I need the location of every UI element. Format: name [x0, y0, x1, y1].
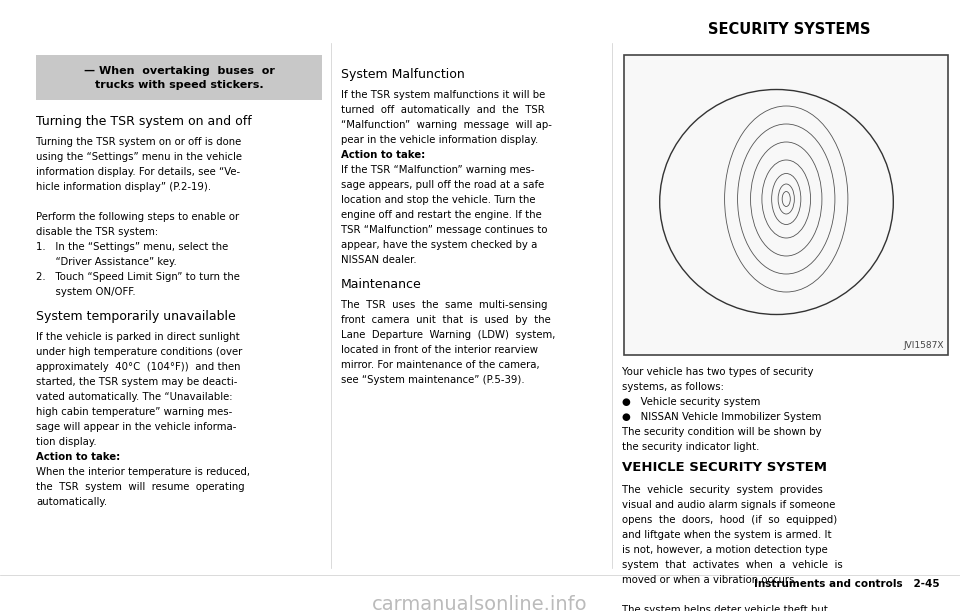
- Text: Turning the TSR system on or off is done: Turning the TSR system on or off is done: [36, 137, 242, 147]
- Text: SECURITY SYSTEMS: SECURITY SYSTEMS: [708, 22, 871, 37]
- Text: mirror. For maintenance of the camera,: mirror. For maintenance of the camera,: [341, 360, 540, 370]
- Text: hicle information display” (P.2-19).: hicle information display” (P.2-19).: [36, 182, 211, 192]
- Text: If the TSR system malfunctions it will be: If the TSR system malfunctions it will b…: [341, 90, 545, 100]
- Text: Action to take:: Action to take:: [341, 150, 425, 160]
- Text: the  TSR  system  will  resume  operating: the TSR system will resume operating: [36, 481, 245, 492]
- Text: “Driver Assistance” key.: “Driver Assistance” key.: [36, 257, 178, 267]
- Text: carmanualsonline.info: carmanualsonline.info: [372, 595, 588, 611]
- Text: engine off and restart the engine. If the: engine off and restart the engine. If th…: [341, 210, 541, 220]
- Text: and liftgate when the system is armed. It: and liftgate when the system is armed. I…: [622, 530, 831, 540]
- Text: System temporarily unavailable: System temporarily unavailable: [36, 310, 236, 323]
- Text: Perform the following steps to enable or: Perform the following steps to enable or: [36, 212, 240, 222]
- Text: opens  the  doors,  hood  (if  so  equipped): opens the doors, hood (if so equipped): [622, 515, 837, 525]
- Text: automatically.: automatically.: [36, 497, 108, 507]
- Text: When the interior temperature is reduced,: When the interior temperature is reduced…: [36, 467, 251, 477]
- Text: started, the TSR system may be deacti-: started, the TSR system may be deacti-: [36, 377, 238, 387]
- Text: 2.   Touch “Speed Limit Sign” to turn the: 2. Touch “Speed Limit Sign” to turn the: [36, 272, 240, 282]
- Text: If the TSR “Malfunction” warning mes-: If the TSR “Malfunction” warning mes-: [341, 166, 535, 175]
- Text: 1.   In the “Settings” menu, select the: 1. In the “Settings” menu, select the: [36, 242, 228, 252]
- Text: — When  overtaking  buses  or
trucks with speed stickers.: — When overtaking buses or trucks with s…: [84, 65, 275, 89]
- Text: systems, as follows:: systems, as follows:: [622, 382, 724, 392]
- Text: vated automatically. The “Unavailable:: vated automatically. The “Unavailable:: [36, 392, 233, 402]
- Text: located in front of the interior rearview: located in front of the interior rearvie…: [341, 345, 538, 355]
- Text: disable the TSR system:: disable the TSR system:: [36, 227, 158, 237]
- Text: Lane  Departure  Warning  (LDW)  system,: Lane Departure Warning (LDW) system,: [341, 330, 555, 340]
- Text: TSR “Malfunction” message continues to: TSR “Malfunction” message continues to: [341, 225, 547, 235]
- Text: The  vehicle  security  system  provides: The vehicle security system provides: [622, 485, 823, 496]
- Text: The system helps deter vehicle theft but: The system helps deter vehicle theft but: [622, 605, 828, 611]
- Text: approximately  40°C  (104°F))  and then: approximately 40°C (104°F)) and then: [36, 362, 241, 372]
- Text: If the vehicle is parked in direct sunlight: If the vehicle is parked in direct sunli…: [36, 332, 240, 342]
- Text: information display. For details, see “Ve-: information display. For details, see “V…: [36, 167, 241, 177]
- Text: ●   NISSAN Vehicle Immobilizer System: ● NISSAN Vehicle Immobilizer System: [622, 412, 822, 422]
- Text: ●   Vehicle security system: ● Vehicle security system: [622, 397, 760, 407]
- Text: using the “Settings” menu in the vehicle: using the “Settings” menu in the vehicle: [36, 152, 243, 163]
- Text: sage will appear in the vehicle informa-: sage will appear in the vehicle informa-: [36, 422, 237, 432]
- Bar: [36, 55, 322, 100]
- Text: front  camera  unit  that  is  used  by  the: front camera unit that is used by the: [341, 315, 550, 325]
- Text: high cabin temperature” warning mes-: high cabin temperature” warning mes-: [36, 407, 232, 417]
- Bar: [624, 55, 948, 355]
- Text: Your vehicle has two types of security: Your vehicle has two types of security: [622, 367, 813, 377]
- Text: is not, however, a motion detection type: is not, however, a motion detection type: [622, 545, 828, 555]
- Text: system  that  activates  when  a  vehicle  is: system that activates when a vehicle is: [622, 560, 843, 570]
- Text: Maintenance: Maintenance: [341, 277, 421, 291]
- Text: pear in the vehicle information display.: pear in the vehicle information display.: [341, 136, 538, 145]
- Text: visual and audio alarm signals if someone: visual and audio alarm signals if someon…: [622, 500, 835, 510]
- Text: Turning the TSR system on and off: Turning the TSR system on and off: [36, 115, 252, 128]
- Text: The security condition will be shown by: The security condition will be shown by: [622, 427, 822, 437]
- Text: tion display.: tion display.: [36, 437, 97, 447]
- Text: moved or when a vibration occurs.: moved or when a vibration occurs.: [622, 575, 798, 585]
- Text: turned  off  automatically  and  the  TSR: turned off automatically and the TSR: [341, 106, 544, 115]
- Text: NISSAN dealer.: NISSAN dealer.: [341, 255, 417, 265]
- Text: The  TSR  uses  the  same  multi-sensing: The TSR uses the same multi-sensing: [341, 300, 547, 310]
- Text: appear, have the system checked by a: appear, have the system checked by a: [341, 240, 538, 250]
- Text: JVI1587X: JVI1587X: [903, 341, 944, 350]
- Text: Action to take:: Action to take:: [36, 452, 121, 462]
- Text: VEHICLE SECURITY SYSTEM: VEHICLE SECURITY SYSTEM: [622, 461, 828, 474]
- Text: System Malfunction: System Malfunction: [341, 68, 465, 81]
- Text: under high temperature conditions (over: under high temperature conditions (over: [36, 347, 243, 357]
- Text: “Malfunction”  warning  message  will ap-: “Malfunction” warning message will ap-: [341, 120, 552, 130]
- Text: sage appears, pull off the road at a safe: sage appears, pull off the road at a saf…: [341, 180, 544, 190]
- Text: system ON/OFF.: system ON/OFF.: [36, 287, 136, 297]
- Text: location and stop the vehicle. Turn the: location and stop the vehicle. Turn the: [341, 196, 536, 205]
- Text: Instruments and controls   2-45: Instruments and controls 2-45: [755, 579, 940, 589]
- Text: see “System maintenance” (P.5-39).: see “System maintenance” (P.5-39).: [341, 375, 524, 385]
- Text: the security indicator light.: the security indicator light.: [622, 442, 759, 452]
